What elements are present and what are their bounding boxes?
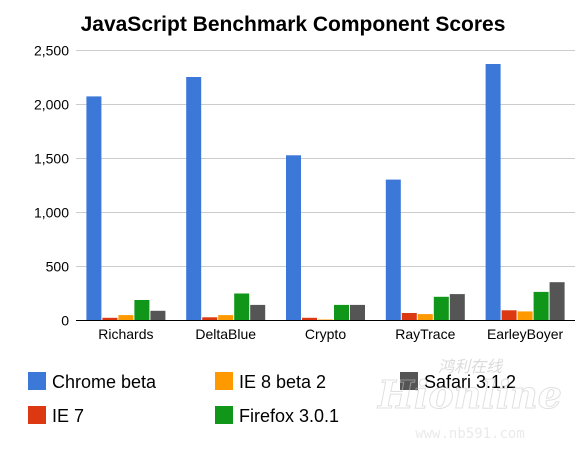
bar xyxy=(433,296,449,320)
y-tick-label: 500 xyxy=(46,259,70,275)
bar xyxy=(350,304,365,320)
watermark-logo: 鸿利在线 Hionline www.nb591.com xyxy=(377,358,563,442)
bar xyxy=(286,155,301,320)
y-tick-label: 2,000 xyxy=(34,97,69,113)
x-category-label: DeltaBlue xyxy=(195,326,256,342)
x-category-label: RayTrace xyxy=(395,326,455,342)
bar xyxy=(150,310,166,320)
y-tick-label: 1,000 xyxy=(34,205,69,221)
legend-label: Chrome beta xyxy=(52,372,157,392)
bar xyxy=(102,317,118,320)
bar xyxy=(401,313,417,320)
legend-item: Chrome beta xyxy=(28,372,157,392)
watermark-url: www.nb591.com xyxy=(415,426,525,442)
bar xyxy=(234,293,250,320)
bar xyxy=(334,304,349,320)
legend-label: IE 7 xyxy=(52,406,84,426)
bar xyxy=(385,179,401,320)
bar xyxy=(218,315,234,320)
y-tick-label: 2,500 xyxy=(34,43,69,59)
x-category-label: Richards xyxy=(98,326,153,342)
legend-swatch xyxy=(400,372,418,390)
legend-item: Safari 3.1.2 xyxy=(400,372,516,392)
bars xyxy=(86,64,565,321)
bar xyxy=(549,282,565,320)
legend-label: Safari 3.1.2 xyxy=(424,372,516,392)
bar xyxy=(86,96,102,321)
y-tick-label: 0 xyxy=(61,313,69,329)
x-category-label: Crypto xyxy=(305,326,346,342)
watermark-logo-text: Hionline xyxy=(377,372,562,417)
bar xyxy=(302,317,317,320)
x-category-label: EarleyBoyer xyxy=(487,326,564,342)
bar xyxy=(186,77,202,320)
legend-label: Firefox 3.0.1 xyxy=(239,406,339,426)
bar xyxy=(449,294,465,320)
x-axis-categories: Richards DeltaBlue Crypto RayTrace EarleyBoy… xyxy=(98,326,563,342)
bar xyxy=(202,317,218,320)
bar xyxy=(517,311,533,320)
chart-title: JavaScript Benchmark Component Scores xyxy=(81,13,506,36)
legend-item: Firefox 3.0.1 xyxy=(215,406,339,426)
legend-label: IE 8 beta 2 xyxy=(239,372,326,392)
bar xyxy=(417,314,433,320)
watermark-chinese: 鸿利在线 xyxy=(438,358,504,376)
bar xyxy=(501,310,517,320)
bar xyxy=(134,300,150,320)
legend-item: IE 7 xyxy=(28,406,84,426)
bar xyxy=(485,64,501,320)
bar xyxy=(533,291,549,320)
legend-item: IE 8 beta 2 xyxy=(215,372,326,392)
y-axis-ticks: 0 500 1,000 1,500 2,000 2,500 xyxy=(34,43,69,329)
bar xyxy=(318,319,333,321)
legend-swatch xyxy=(215,406,233,424)
legend-swatch xyxy=(28,406,46,424)
y-tick-label: 1,500 xyxy=(34,151,69,167)
bar xyxy=(250,304,266,320)
bar xyxy=(118,315,134,320)
legend: Chrome beta IE 7 IE 8 beta 2 Firefox 3.0.1 S… xyxy=(28,372,516,426)
legend-swatch xyxy=(28,372,46,390)
legend-swatch xyxy=(215,372,233,390)
